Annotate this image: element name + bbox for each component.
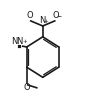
Text: N: N [39,16,45,25]
Text: O: O [23,83,30,92]
Text: +: + [22,39,27,44]
Text: N: N [16,37,22,46]
Text: +: + [43,19,48,24]
Text: O: O [52,11,59,20]
Text: −: − [56,14,62,19]
Text: O: O [27,11,33,20]
Text: N: N [11,37,17,46]
